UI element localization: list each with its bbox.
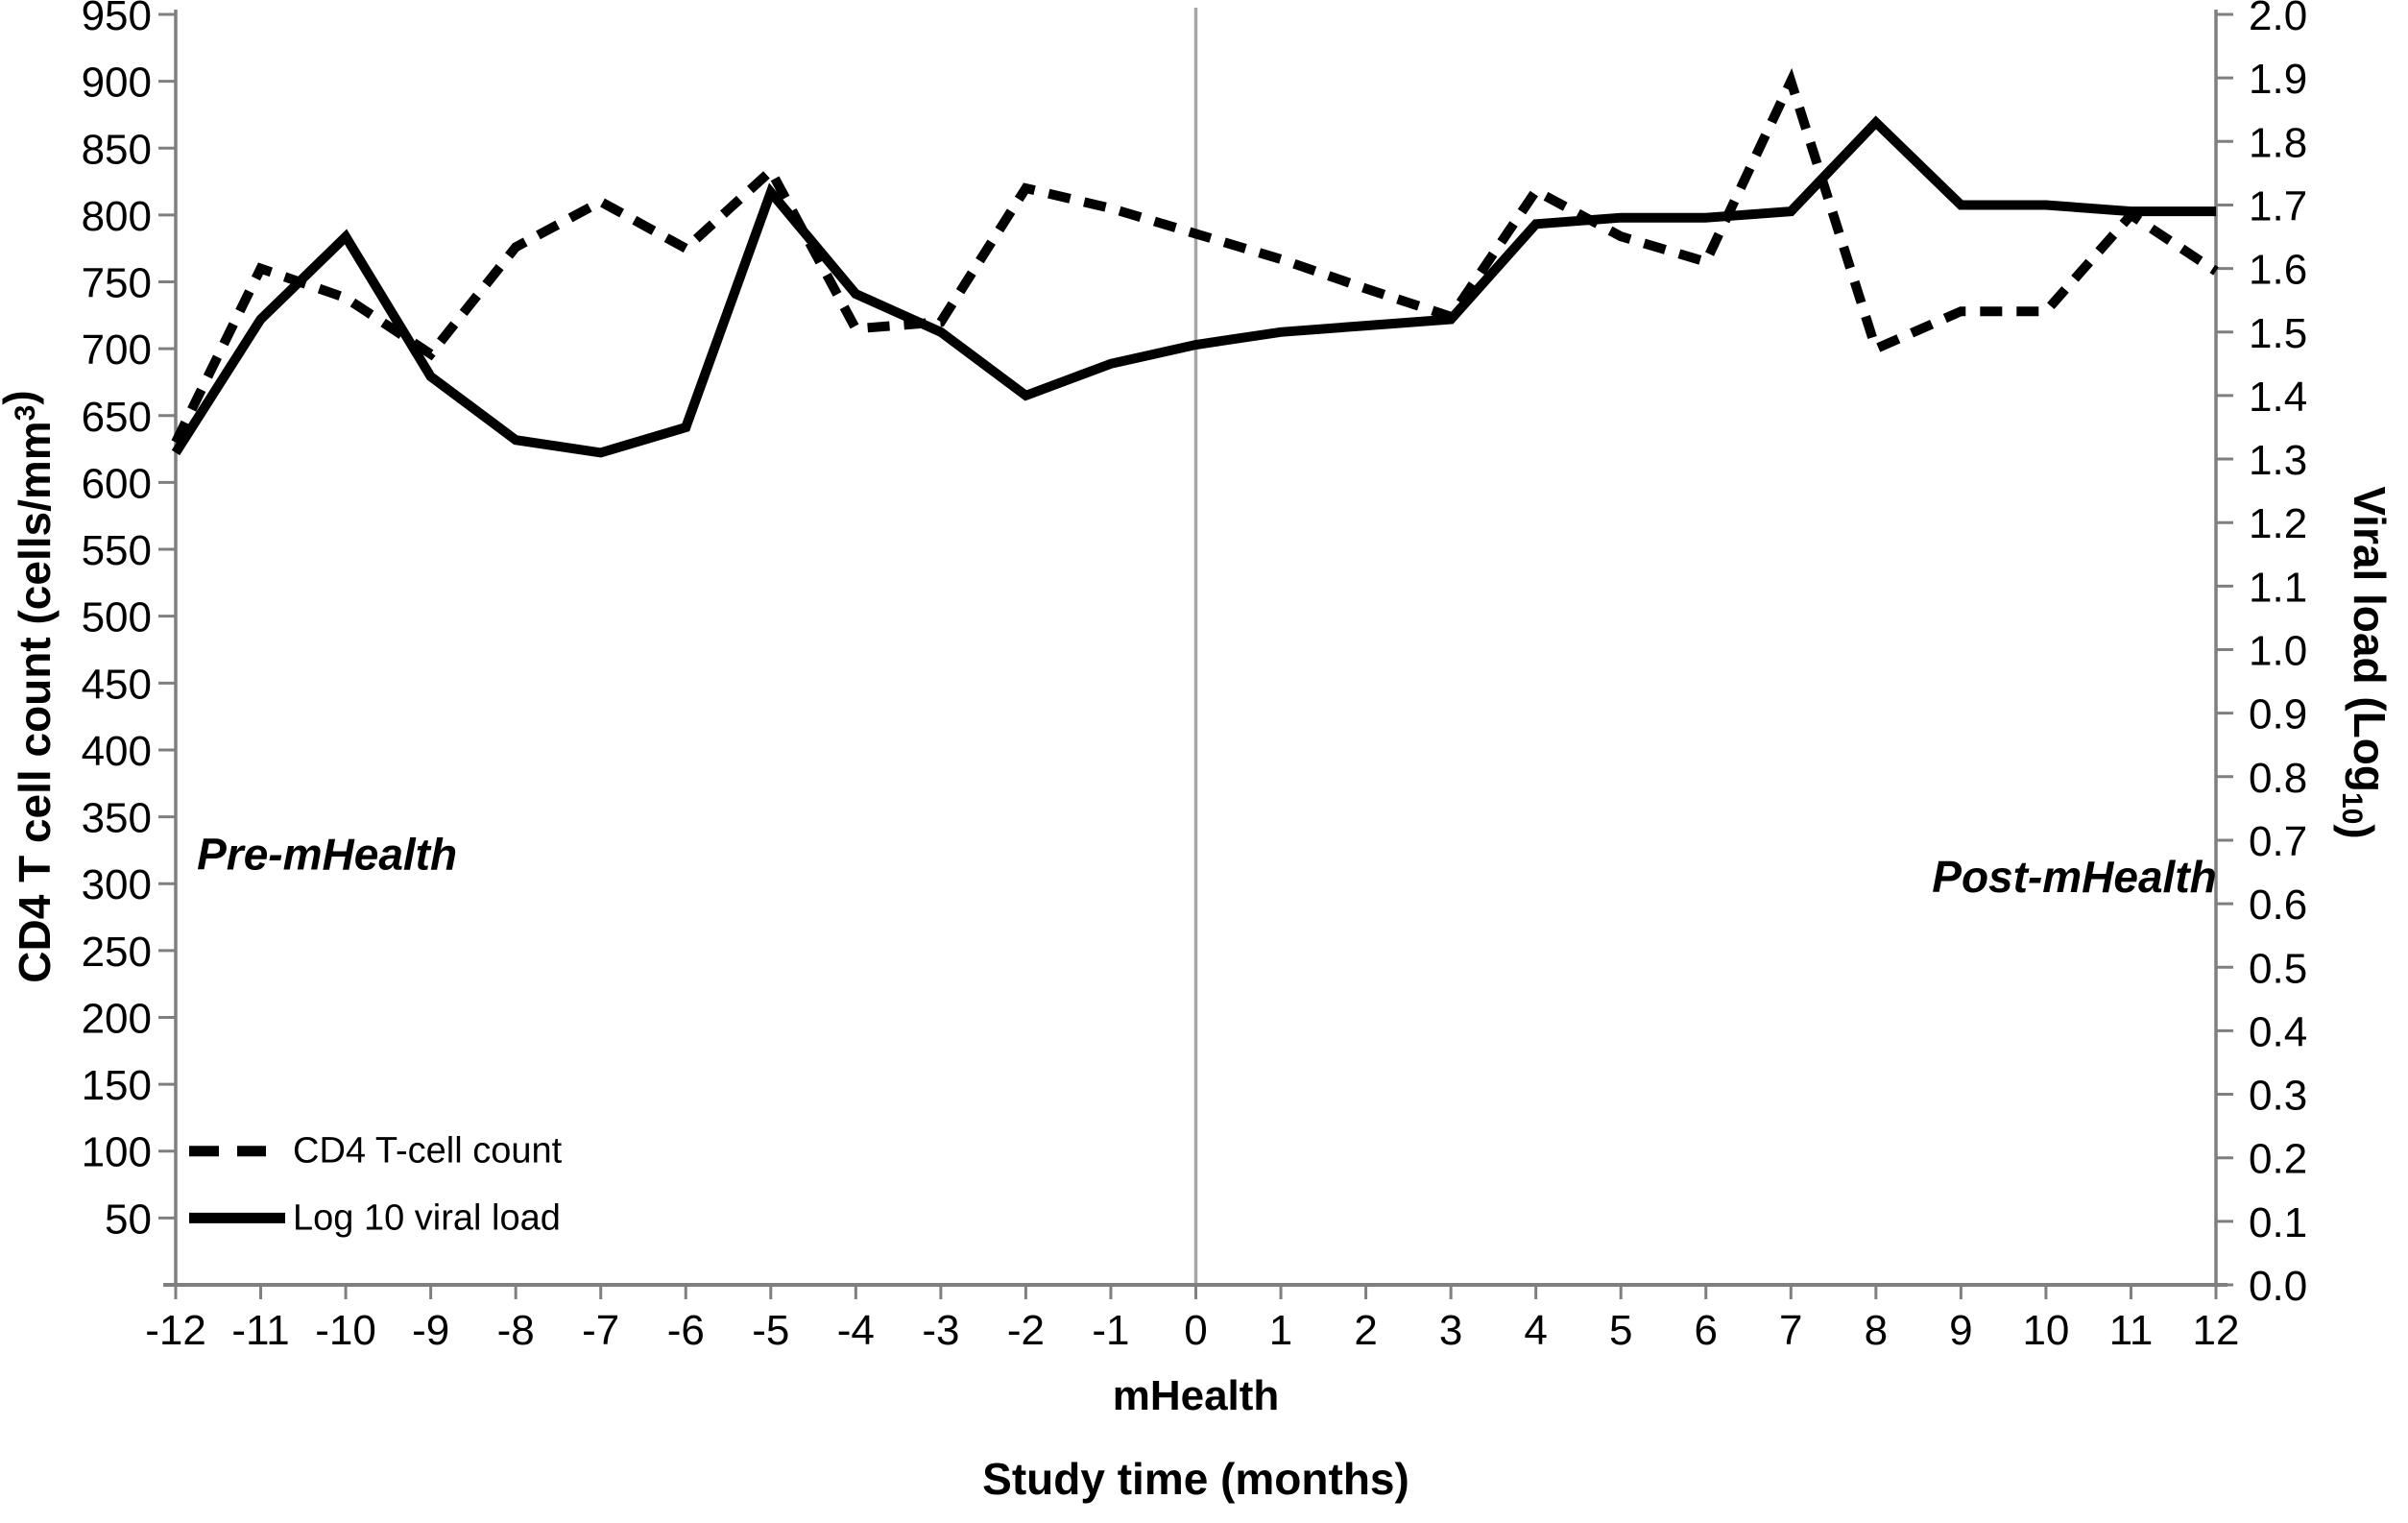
x-tick-label: 0	[1184, 1307, 1207, 1354]
y-right-tick-label: 0.4	[2249, 1008, 2307, 1055]
y-left-tick-label: 150	[82, 1062, 152, 1109]
y-left-tick-label: 450	[82, 661, 152, 708]
y-left-tick-label: 100	[82, 1129, 152, 1176]
y-right-tick-label: 0.7	[2249, 818, 2307, 865]
x-tick-label: 6	[1695, 1307, 1718, 1354]
y-left-tick-label: 600	[82, 460, 152, 507]
y-left-tick-label: 850	[82, 126, 152, 173]
y-right-tick-label: 1.4	[2249, 374, 2307, 421]
x-tick-label: -9	[412, 1307, 449, 1354]
x-tick-label: 1	[1269, 1307, 1292, 1354]
y-right-tick-label: 0.6	[2249, 882, 2307, 929]
y-right-tick-label: 1.1	[2249, 564, 2307, 611]
axis-title-text: )	[2333, 824, 2383, 838]
x-tick-label: -4	[837, 1307, 875, 1354]
viral-load-line	[171, 115, 2216, 458]
y-left-tick-label: 750	[82, 260, 152, 307]
y-left-tick-label: 900	[82, 60, 152, 107]
axis-title-sup: 3	[10, 405, 41, 422]
pre-mhealth-label: Pre-mHealth	[197, 830, 457, 880]
axis-title-text: CD4 T cell count (cells/mm	[10, 421, 60, 982]
x-tick-label: 8	[1865, 1307, 1888, 1354]
x-tick-label: 4	[1524, 1307, 1547, 1354]
x-tick-label: 12	[2193, 1307, 2240, 1354]
x-tick-label: 11	[2109, 1307, 2154, 1354]
legend-label-cd4: CD4 T-cell count	[293, 1131, 563, 1172]
y-right-tick-label: 1.3	[2249, 437, 2307, 484]
y-right-tick-label: 2.0	[2249, 0, 2307, 39]
x-tick-label: -8	[497, 1307, 535, 1354]
y-right-axis-title: Viral load (Log10)	[2333, 486, 2395, 838]
y-left-tick-label: 700	[82, 326, 152, 374]
x-tick-label: -3	[922, 1307, 959, 1354]
x-tick-label: 5	[1609, 1307, 1632, 1354]
y-right-tick-label: 1.2	[2249, 500, 2307, 547]
x-tick-label: -12	[145, 1307, 206, 1354]
legend-label-viral-load: Log 10 viral load	[293, 1197, 561, 1238]
x-tick-label: 10	[2022, 1307, 2069, 1354]
y-left-tick-label: 400	[82, 728, 152, 775]
y-right-tick-label: 1.7	[2249, 182, 2307, 230]
y-right-tick-label: 1.5	[2249, 310, 2307, 357]
y-left-tick-label: 350	[82, 795, 152, 842]
y-right-tick-label: 0.0	[2249, 1263, 2307, 1310]
y-left-tick-label: 300	[82, 861, 152, 908]
y-right-tick-label: 0.3	[2249, 1073, 2307, 1120]
x-tick-label: -6	[667, 1307, 705, 1354]
y-left-axis-title: CD4 T cell count (cells/mm3)	[0, 390, 60, 982]
y-right-tick-label: 0.5	[2249, 945, 2307, 992]
axis-title-text: Viral load (Log	[2345, 486, 2395, 792]
mhealth-axis-label: mHealth	[1113, 1372, 1280, 1419]
x-axis-title: Study time (months)	[982, 1454, 1409, 1504]
cd4-count-line	[171, 67, 2219, 445]
y-left-tick-label: 950	[82, 0, 152, 39]
y-right-tick-label: 1.9	[2249, 56, 2307, 103]
x-tick-label: 7	[1779, 1307, 1802, 1354]
y-left-tick-label: 200	[82, 995, 152, 1042]
post-mhealth-label: Post-mHealth	[1932, 852, 2216, 902]
y-left-tick-label: 250	[82, 929, 152, 976]
y-left-tick-label: 800	[82, 193, 152, 240]
y-right-tick-label: 0.9	[2249, 691, 2307, 738]
y-left-tick-label: 500	[82, 594, 152, 641]
y-right-tick-label: 1.8	[2249, 119, 2307, 166]
y-right-tick-label: 1.6	[2249, 247, 2307, 294]
axis-title-text: )	[0, 390, 44, 404]
x-tick-label: -10	[315, 1307, 376, 1354]
x-tick-label: 9	[1949, 1307, 1972, 1354]
x-tick-label: -5	[752, 1307, 789, 1354]
y-right-tick-label: 1.0	[2249, 628, 2307, 675]
x-tick-label: 3	[1439, 1307, 1462, 1354]
x-tick-label: -1	[1092, 1307, 1129, 1354]
y-left-tick-label: 50	[105, 1196, 152, 1243]
axis-title-sub: 10	[2336, 792, 2368, 824]
y-right-tick-label: 0.1	[2249, 1199, 2307, 1246]
x-tick-label: -7	[582, 1307, 619, 1354]
x-tick-label: -11	[231, 1307, 289, 1354]
x-tick-label: -2	[1007, 1307, 1045, 1354]
y-left-tick-label: 550	[82, 527, 152, 574]
y-right-tick-label: 0.2	[2249, 1136, 2307, 1183]
x-tick-label: 2	[1354, 1307, 1377, 1354]
y-left-tick-label: 650	[82, 394, 152, 441]
y-right-tick-label: 0.8	[2249, 755, 2307, 802]
